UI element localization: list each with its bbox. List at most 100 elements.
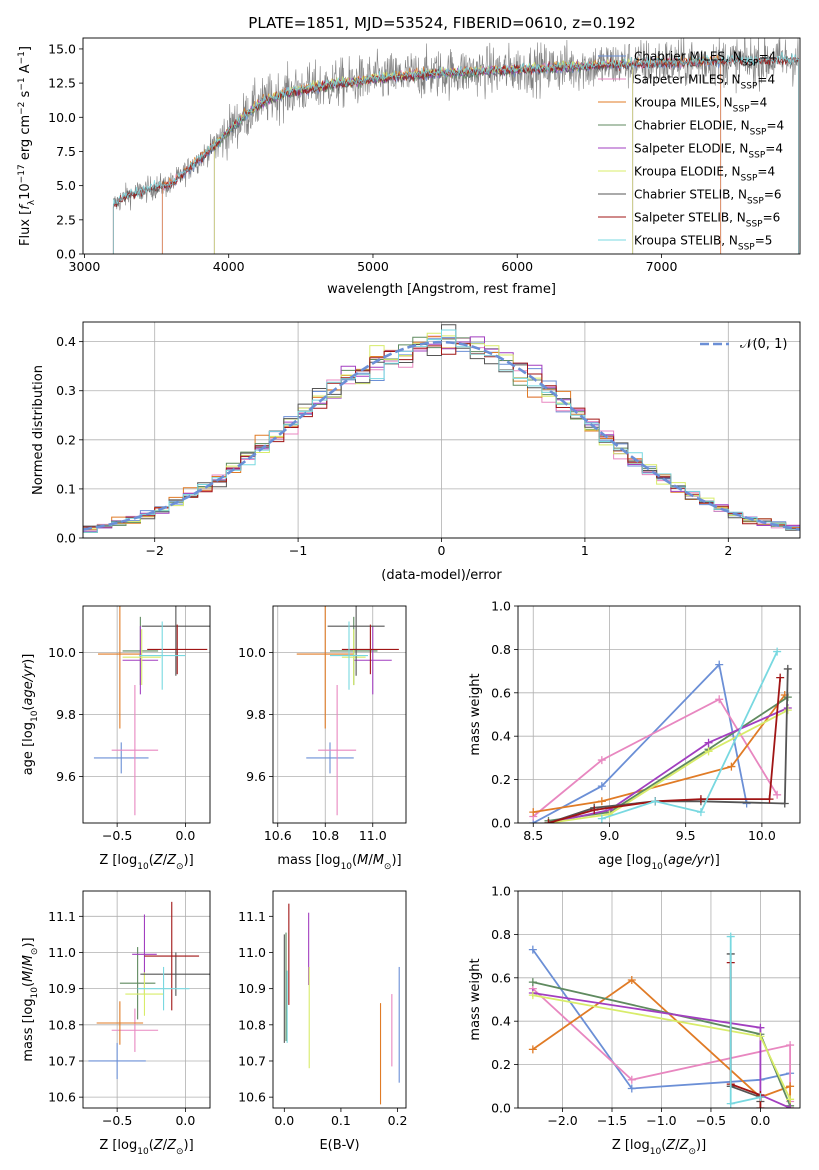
- mass-weight-line-salpeter-stelib: [548, 677, 782, 823]
- y-tick-label: 0.8: [491, 642, 511, 657]
- spectrum-legend: Chabrier MILES, NSSP=4 Salpeter MILES, NS…: [598, 50, 784, 253]
- mass-weight-marker: [696, 808, 705, 817]
- axes-frame: [82, 890, 211, 1109]
- residual_hist-axes: −2 −1 0 1 2 0.0 0.1 0.2 0.3 0.4 (data-model)/error…: [31, 321, 801, 583]
- age-vs-z-x-axis-label: Z [log10(Z/Z⊙)]: [99, 853, 193, 872]
- x-tick-label: 6000: [501, 259, 533, 274]
- age-vs-z-y-axis-label: age [log10(age/yr)]: [21, 654, 40, 776]
- y-tick-label: 1.0: [491, 599, 511, 614]
- mass-weight-marker: [528, 978, 537, 987]
- mass-weight-marker: [627, 975, 636, 984]
- mass-weight-vs-z-y-axis-label: mass weight: [468, 958, 483, 1040]
- y-tick-label: 2.5: [56, 212, 76, 227]
- mass-weight-marker: [528, 945, 537, 954]
- y-tick-label: 10.9: [48, 981, 76, 996]
- errorbar-point-kroupa-elodie: [122, 629, 161, 686]
- x-tick-label: 9.5: [676, 828, 696, 843]
- mass-weight-line-salpeter-elodie: [532, 992, 791, 1108]
- mass-weight-marker: [756, 1093, 765, 1102]
- mass_vs_z-axes: −0.5 0.0 10.6 10.7 10.8 10.9 11.0 11.1 Z [log10(…: [21, 890, 211, 1157]
- y-tick-label: 0.0: [56, 531, 76, 546]
- y-tick-label: 10.8: [48, 1017, 76, 1032]
- mass-vs-ebv-x-axis-label: E(B-V): [319, 1138, 359, 1153]
- legend-label-chabrier-miles: Chabrier MILES, NSSP=4: [634, 50, 776, 69]
- x-tick-label: 0.0: [175, 828, 195, 843]
- x-tick-label: 1: [581, 543, 589, 558]
- x-tick-label: −0.5: [102, 828, 132, 843]
- errorbar-point-salpeter-elodie: [122, 626, 159, 695]
- mass-weight-marker: [627, 1075, 636, 1084]
- mass-weight-marker: [786, 1095, 795, 1104]
- mass-weight-vs-age-y-axis-label: mass weight: [468, 673, 483, 755]
- mass-weight-marker: [528, 1045, 537, 1054]
- y-tick-label: 10.9: [238, 981, 266, 996]
- mass-weight-line-kroupa-elodie: [548, 709, 789, 823]
- y-tick-label: 0.0: [491, 1101, 511, 1116]
- mass_weight_vs_z-axes: −2.0 −1.5 −1.0 −0.5 0.0 0.0 0.2 0.4 0.6 0.8 1.0 Z […: [468, 884, 801, 1157]
- mass-weight-line-kroupa-stelib: [601, 651, 778, 820]
- mass-weight-marker: [773, 790, 782, 799]
- errorbar-point-salpeter-stelib: [341, 624, 399, 675]
- x-tick-label: −0.5: [102, 1113, 132, 1128]
- x-tick-label: 0.0: [274, 1113, 294, 1128]
- mass-weight-marker: [597, 756, 606, 765]
- mass-vs-z-y-axis-label: mass [log10(M/M⊙)]: [21, 937, 40, 1061]
- legend-label-kroupa-stelib: Kroupa STELIB, NSSP=5: [634, 234, 772, 253]
- y-tick-label: 11.1: [238, 909, 266, 924]
- mass-weight-line-kroupa-miles: [533, 694, 786, 813]
- errorbar-point-kroupa-elodie: [341, 629, 366, 686]
- legend-label-kroupa-elodie: Kroupa ELODIE, NSSP=4: [634, 165, 775, 184]
- y-tick-label: 0.6: [491, 970, 511, 985]
- age_vs_z-axes: −0.5 0.0 9.6 9.8 10.0 Z [log10(Z/Z⊙)] age [log…: [21, 605, 211, 872]
- axes-frame: [272, 890, 407, 1109]
- mass-weight-marker: [776, 673, 785, 682]
- axes-frame: [517, 890, 801, 1109]
- model-spectrum-salpeter-stelib: [112, 55, 799, 254]
- mass-weight-marker: [627, 1084, 636, 1093]
- mass-weight-marker: [726, 932, 735, 941]
- mass-weight-marker: [773, 647, 782, 656]
- legend-label-salpeter-stelib: Salpeter STELIB, NSSP=6: [634, 211, 780, 230]
- y-tick-label: 0.1: [56, 481, 76, 496]
- mass-weight-line-salpeter-miles: [532, 987, 791, 1102]
- axes-frame: [272, 605, 407, 824]
- legend-label-normal: 𝒩(0, 1): [740, 337, 787, 352]
- axes-frame: [517, 605, 801, 824]
- x-tick-label: −2.0: [547, 1113, 577, 1128]
- x-tick-label: 10.8: [311, 828, 339, 843]
- y-tick-label: 5.0: [56, 178, 76, 193]
- mass-weight-marker: [590, 805, 599, 814]
- x-tick-label: 0.2: [388, 1113, 408, 1128]
- y-tick-label: 1.0: [491, 884, 511, 899]
- y-tick-label: 10.0: [238, 645, 266, 660]
- x-tick-label: −1: [289, 543, 307, 558]
- mass-weight-marker: [756, 1023, 765, 1032]
- mass-weight-marker: [696, 795, 705, 804]
- mass-weight-marker: [780, 799, 789, 808]
- x-tick-label: −0.5: [696, 1113, 726, 1128]
- x-tick-label: −1.5: [597, 1113, 627, 1128]
- mass-weight-marker: [597, 814, 606, 823]
- spectrum-x-axis-label: wavelength [Angstrom, rest frame]: [327, 282, 556, 297]
- errorbar-point-kroupa-miles: [96, 1001, 144, 1045]
- model-spectrum-chabrier-miles: [161, 57, 722, 254]
- x-tick-label: −2: [145, 543, 163, 558]
- mass-weight-marker: [786, 1104, 795, 1108]
- legend-label-chabrier-elodie: Chabrier ELODIE, NSSP=4: [634, 119, 784, 138]
- errorbar-point-chabrier-stelib: [141, 606, 210, 676]
- legend-label-salpeter-elodie: Salpeter ELODIE, NSSP=4: [634, 142, 783, 161]
- errorbar-point-salpeter-miles: [111, 1008, 159, 1052]
- mass-weight-marker: [765, 795, 774, 804]
- mass-weight-marker: [597, 797, 606, 806]
- y-tick-label: 11.1: [48, 909, 76, 924]
- mass-weight-marker: [756, 1032, 765, 1041]
- histogram-chabrier-stelib: [83, 324, 800, 531]
- y-tick-label: 0.0: [491, 816, 511, 831]
- mass-weight-marker: [715, 695, 724, 704]
- errorbar-point-chabrier-miles: [93, 742, 149, 774]
- normal-distribution-curve: [83, 340, 800, 531]
- mass_vs_ebv-axes: 0.0 0.1 0.2 10.6 10.7 10.8 10.9 11.0 11.1 E(B-V): [238, 890, 408, 1153]
- y-tick-label: 11.0: [48, 945, 76, 960]
- mass-weight-marker: [651, 797, 660, 806]
- mass-weight-marker: [528, 991, 537, 1000]
